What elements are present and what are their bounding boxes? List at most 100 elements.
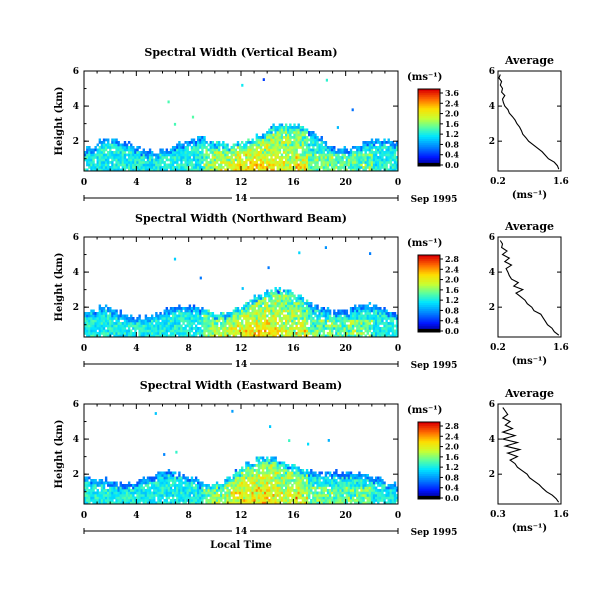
heatmap-cell [115, 481, 118, 485]
heatmap-cell [320, 322, 323, 325]
colorbar-segment [418, 98, 440, 101]
panel-1: Spectral Width (Vertical Beam)642Height … [54, 46, 569, 205]
heatmap-cell [197, 146, 200, 149]
heatmap-cell [86, 312, 89, 315]
heatmap-cell [104, 501, 108, 505]
heatmap-cell [320, 146, 323, 149]
heatmap-cell [257, 163, 261, 167]
colorbar-tick-label: 1.6 [445, 285, 459, 295]
heatmap-cell [307, 138, 311, 142]
heatmap-cell [341, 151, 344, 154]
heatmap-cell [266, 319, 269, 323]
heatmap-cell [148, 494, 152, 497]
heatmap-cell [111, 151, 114, 154]
heatmap-cell [213, 163, 217, 167]
heatmap-cell [169, 476, 173, 480]
heatmap-cell [301, 309, 305, 313]
heatmap-cell [284, 332, 288, 335]
heatmap-cell [276, 476, 279, 480]
heatmap-cell [310, 324, 313, 328]
heatmap-cell [264, 332, 267, 335]
heatmap-cell [278, 161, 282, 164]
heatmap-cell [395, 317, 399, 320]
heatmap-cell [333, 334, 336, 338]
heatmap-cell [370, 327, 374, 330]
heatmap-cell [226, 166, 229, 169]
heatmap-cell [88, 166, 91, 169]
heatmap-cell [259, 168, 263, 172]
heatmap-cell [243, 481, 246, 485]
heatmap-cell [238, 481, 242, 485]
heatmap-cell [178, 304, 181, 308]
heatmap-cell [270, 486, 273, 490]
heatmap-cell [194, 166, 198, 169]
heatmap-cell [377, 151, 380, 154]
heatmap-cell [387, 138, 390, 142]
heatmap-cell [333, 148, 336, 152]
heatmap-cell [163, 312, 166, 315]
heatmap-cell [88, 327, 91, 330]
heatmap-cell [144, 151, 148, 154]
heatmap-cell [278, 314, 282, 318]
heatmap-cell [132, 494, 135, 497]
heatmap-cell [186, 499, 189, 502]
heatmap-cell [270, 317, 273, 320]
heatmap-cell [238, 146, 242, 149]
heatmap-cell [368, 148, 372, 152]
heatmap-cell [270, 136, 273, 139]
heatmap-cell [251, 481, 254, 485]
heatmap-cell [234, 484, 238, 487]
heatmap-cell [255, 143, 259, 147]
heatmap-cell [117, 501, 120, 505]
heatmap-cell [163, 474, 166, 477]
heatmap-cell [148, 481, 152, 485]
heatmap-cell [161, 161, 164, 164]
heatmap-cell [255, 499, 259, 502]
heatmap-cell [303, 312, 307, 315]
heatmap-cell [349, 156, 353, 159]
heatmap-cell [98, 491, 102, 495]
heatmap-cell [387, 334, 390, 338]
heatmap-cell [90, 158, 93, 162]
heatmap-cell [360, 332, 363, 335]
heatmap-cell [107, 141, 110, 144]
heatmap-cell [159, 479, 162, 482]
heatmap-cell [169, 156, 173, 159]
heatmap-cell [305, 168, 309, 172]
heatmap-cell [184, 324, 187, 328]
heatmap-cell [349, 168, 353, 172]
heatmap-cell [257, 138, 261, 142]
heatmap-cell [84, 496, 87, 500]
heatmap-cell [199, 327, 202, 330]
heatmap-cell [383, 322, 386, 325]
heatmap-cell [368, 314, 372, 318]
heatmap-cell [293, 156, 296, 159]
heatmap-cell [387, 153, 390, 157]
heatmap-cell [278, 151, 282, 154]
heatmap-cell [282, 491, 286, 495]
heatmap-cell [362, 327, 365, 330]
heatmap-cell [337, 324, 340, 328]
colorbar-segment [418, 305, 440, 308]
heatmap-cell [226, 153, 229, 157]
heatmap-cell [220, 168, 223, 172]
heatmap-cell [337, 156, 340, 159]
heatmap-cell [213, 166, 217, 169]
heatmap-cell [176, 158, 179, 162]
heatmap-cell [333, 322, 336, 325]
heatmap-cell [259, 332, 263, 335]
heatmap-cell [289, 131, 292, 134]
heatmap-cell [320, 327, 323, 330]
heatmap-cell [115, 329, 118, 333]
heatmap-cell [174, 471, 177, 475]
heatmap-cell [272, 148, 275, 152]
heatmap-cell [111, 499, 114, 502]
heatmap-cell [328, 168, 332, 172]
heatmap-cell [186, 496, 189, 500]
heatmap-cell [224, 146, 227, 149]
heatmap-cell [174, 494, 177, 497]
heatmap-cell [377, 319, 380, 323]
heatmap-cell [261, 491, 265, 495]
heatmap-cell [358, 329, 361, 333]
heatmap-cell [345, 332, 349, 335]
